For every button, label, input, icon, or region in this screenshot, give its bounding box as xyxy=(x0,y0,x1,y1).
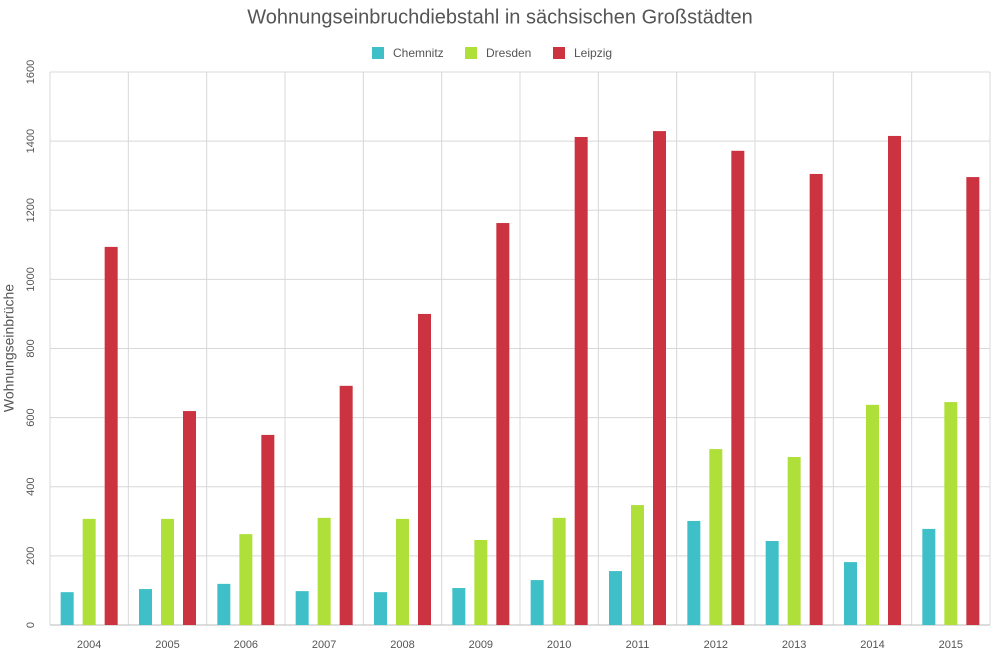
bar xyxy=(866,404,879,625)
x-tick-label: 2006 xyxy=(234,639,258,651)
y-tick-label: 200 xyxy=(25,547,37,565)
bar xyxy=(139,589,152,625)
legend-swatch xyxy=(465,47,477,59)
y-axis-label: Wohnungseinbrüche xyxy=(1,284,17,412)
bar xyxy=(552,517,566,625)
x-tick-label: 2015 xyxy=(939,639,963,651)
x-tick-label: 2014 xyxy=(860,639,884,651)
y-tick-label: 600 xyxy=(25,408,37,426)
bar xyxy=(687,520,701,625)
bar xyxy=(396,518,409,625)
chart-title: Wohnungseinbruchdiebstahl in sächsischen… xyxy=(247,6,753,28)
bar xyxy=(496,223,510,625)
bar xyxy=(653,131,666,625)
y-tick-label: 800 xyxy=(25,339,37,357)
bar xyxy=(844,562,857,625)
bar xyxy=(261,434,275,625)
bar xyxy=(574,136,588,626)
bar xyxy=(82,518,96,625)
bar xyxy=(530,580,544,625)
bar xyxy=(295,591,309,625)
legend-swatch xyxy=(372,47,384,59)
x-tick-label: 2005 xyxy=(155,639,179,651)
bar xyxy=(452,588,466,625)
y-tick-label: 1400 xyxy=(25,129,37,153)
y-tick-label: 1200 xyxy=(25,198,37,222)
bar xyxy=(418,313,431,625)
x-tick-label: 2004 xyxy=(77,639,101,651)
x-tick-label: 2008 xyxy=(390,639,414,651)
y-tick-label: 1600 xyxy=(25,60,37,84)
bar xyxy=(888,135,901,626)
bar xyxy=(966,177,980,625)
y-tick-label: 0 xyxy=(25,622,37,628)
bar xyxy=(731,150,745,626)
bar xyxy=(217,583,231,625)
bar xyxy=(944,402,958,625)
legend-swatch xyxy=(553,47,565,59)
x-tick-label: 2010 xyxy=(547,639,571,651)
legend-label: Chemnitz xyxy=(393,46,444,60)
bar xyxy=(631,505,644,625)
bar xyxy=(765,541,779,625)
bar xyxy=(317,517,331,625)
y-tick-label: 400 xyxy=(25,478,37,496)
bar xyxy=(787,457,801,625)
bar xyxy=(609,571,622,625)
bar xyxy=(922,528,936,625)
bar xyxy=(161,518,174,625)
bar xyxy=(809,173,823,625)
bar xyxy=(183,411,196,625)
x-tick-label: 2009 xyxy=(469,639,493,651)
bar xyxy=(60,592,74,625)
bar xyxy=(339,385,353,625)
bar xyxy=(239,534,253,625)
x-tick-label: 2012 xyxy=(704,639,728,651)
legend-label: Leipzig xyxy=(574,46,612,60)
x-tick-label: 2011 xyxy=(626,639,650,651)
legend-label: Dresden xyxy=(486,46,531,60)
bar xyxy=(474,539,488,625)
bar xyxy=(104,246,118,626)
y-tick-label: 1000 xyxy=(25,267,37,291)
x-tick-label: 2007 xyxy=(312,639,336,651)
bar xyxy=(374,592,387,625)
x-tick-label: 2013 xyxy=(782,639,806,651)
bar xyxy=(709,449,723,625)
